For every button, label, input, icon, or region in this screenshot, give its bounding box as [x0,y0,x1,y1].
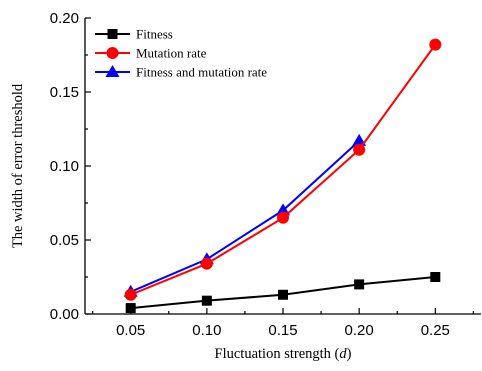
x-tick-label: 0.20 [345,322,374,339]
series-layer [123,38,442,314]
x-tick-label: 0.05 [116,322,145,339]
data-point [278,289,288,300]
x-tick-label: 0.25 [421,322,450,339]
data-point [430,272,441,282]
y-tick-label: 0.15 [50,84,79,101]
series-square [125,272,441,314]
legend: Fitness Mutation rate Fitness and mutation… [95,27,267,80]
data-point [125,303,136,314]
series-line [130,140,360,293]
legend-item: Fitness and mutation rate [95,65,267,80]
data-point [200,257,213,270]
y-axis-title: The width of error threshold [10,83,26,248]
legend-label: Fitness and mutation rate [136,65,267,80]
data-point [277,211,289,224]
legend-item: Mutation rate [95,46,207,61]
legend-marker [105,65,120,77]
data-point [354,279,365,290]
y-tick-label: 0.20 [50,10,79,27]
data-point [201,295,212,306]
legend-item: Fitness [95,27,173,42]
data-point [124,288,137,301]
series-triangle [123,133,367,297]
data-point [352,133,367,146]
x-axis-title: Fluctuation strength (d) [215,346,352,362]
data-point [353,143,366,156]
y-tick-label: 0.00 [50,306,79,323]
x-tick-label: 0.15 [268,322,297,339]
legend-marker [106,47,119,59]
legend-marker [107,29,118,39]
axes: 0.00 0.05 0.10 0.15 0.20 0.05 0.10 0.15 0.20 0.25 [50,10,481,339]
legend-label: Mutation rate [136,46,207,61]
data-point [429,38,442,51]
legend-label: Fitness [136,27,173,42]
data-point [276,203,290,216]
y-tick-label: 0.05 [50,232,79,249]
series-circle [124,38,442,301]
y-tick-label: 0.10 [50,158,79,175]
series-line [130,44,437,296]
x-tick-label: 0.10 [192,322,221,339]
